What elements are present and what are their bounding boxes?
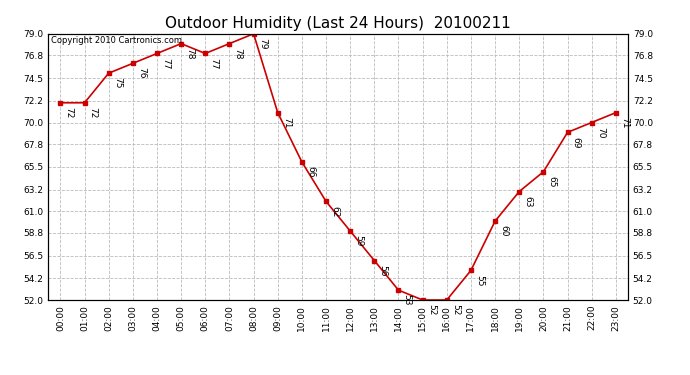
Text: 55: 55 <box>475 274 484 286</box>
Text: 62: 62 <box>331 206 339 217</box>
Text: 69: 69 <box>572 136 581 148</box>
Text: 59: 59 <box>355 235 364 247</box>
Text: 72: 72 <box>65 107 74 118</box>
Text: 52: 52 <box>451 304 460 315</box>
Text: 75: 75 <box>113 77 122 89</box>
Text: 72: 72 <box>89 107 98 118</box>
Text: 65: 65 <box>548 176 557 188</box>
Text: 77: 77 <box>161 58 170 69</box>
Text: 52: 52 <box>427 304 436 315</box>
Text: 79: 79 <box>258 38 267 50</box>
Text: Copyright 2010 Cartronics.com: Copyright 2010 Cartronics.com <box>51 36 182 45</box>
Text: 71: 71 <box>282 117 291 128</box>
Text: 76: 76 <box>137 68 146 79</box>
Text: 78: 78 <box>186 48 195 59</box>
Text: 78: 78 <box>234 48 243 59</box>
Text: 77: 77 <box>210 58 219 69</box>
Text: 70: 70 <box>596 127 605 138</box>
Text: 60: 60 <box>500 225 509 237</box>
Text: 63: 63 <box>524 196 533 207</box>
Text: 66: 66 <box>306 166 315 178</box>
Text: 71: 71 <box>620 117 629 128</box>
Title: Outdoor Humidity (Last 24 Hours)  20100211: Outdoor Humidity (Last 24 Hours) 2010021… <box>165 16 511 31</box>
Text: 53: 53 <box>403 294 412 306</box>
Text: 56: 56 <box>379 265 388 276</box>
